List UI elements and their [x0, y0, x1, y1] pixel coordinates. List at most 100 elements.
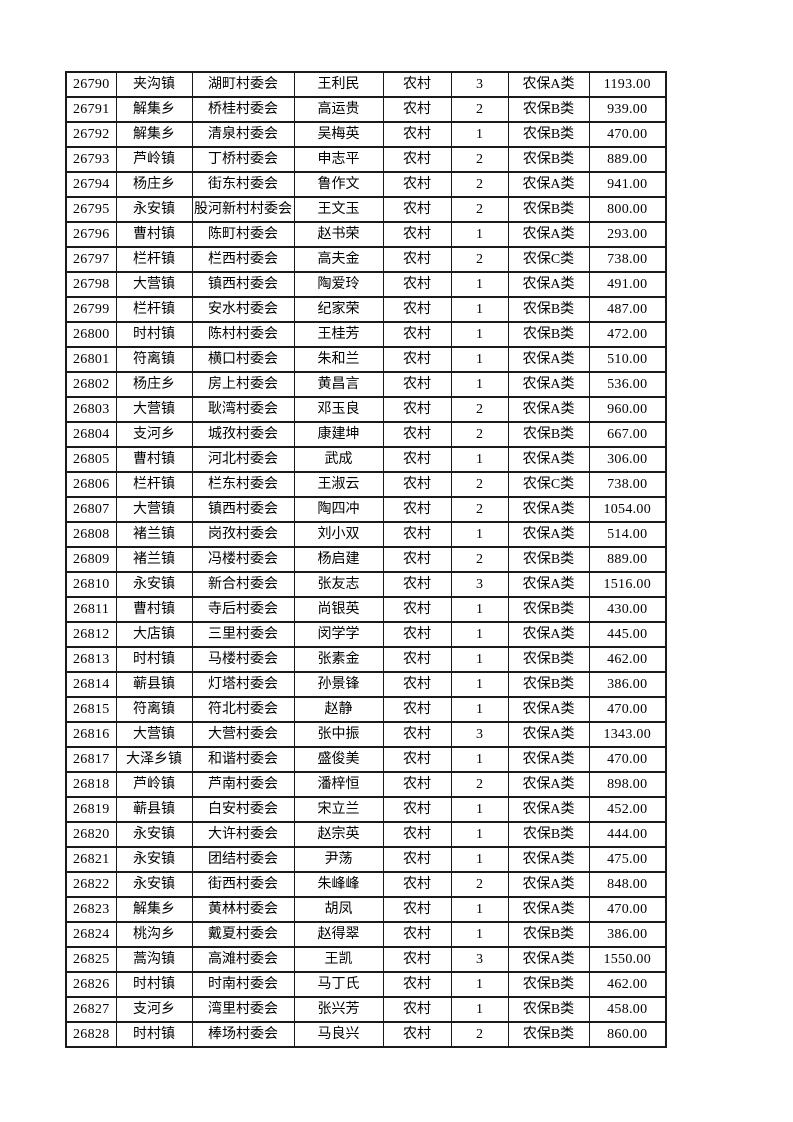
record-id-cell: 26801	[65, 346, 117, 373]
amount-cell: 470.00	[588, 746, 667, 773]
person-name-cell: 赵得翠	[293, 921, 384, 948]
household-count-cell: 2	[450, 246, 509, 273]
residence-type-cell: 农村	[382, 696, 452, 723]
table-row: 26803 大营镇 耿湾村委会 邓玉良 农村 2 农保A类 960.00	[65, 396, 667, 423]
amount-cell: 293.00	[588, 221, 667, 248]
insurance-category-cell: 农保A类	[507, 371, 590, 398]
amount-cell: 470.00	[588, 696, 667, 723]
household-count-cell: 1	[450, 521, 509, 548]
table-row: 26810 永安镇 新合村委会 张友志 农村 3 农保A类 1516.00	[65, 571, 667, 598]
insurance-category-cell: 农保B类	[507, 821, 590, 848]
insurance-category-cell: 农保A类	[507, 571, 590, 598]
household-count-cell: 1	[450, 921, 509, 948]
amount-cell: 386.00	[588, 671, 667, 698]
residence-type-cell: 农村	[382, 171, 452, 198]
amount-cell: 458.00	[588, 996, 667, 1023]
village-committee-cell: 陈町村委会	[191, 221, 295, 248]
record-id-cell: 26809	[65, 546, 117, 573]
table-row: 26823 解集乡 黄林村委会 胡凤 农村 1 农保A类 470.00	[65, 896, 667, 923]
village-committee-cell: 耿湾村委会	[191, 396, 295, 423]
insurance-category-cell: 农保B类	[507, 596, 590, 623]
insurance-category-cell: 农保A类	[507, 721, 590, 748]
record-id-cell: 26813	[65, 646, 117, 673]
table-row: 26798 大营镇 镇西村委会 陶爱玲 农村 1 农保A类 491.00	[65, 271, 667, 298]
village-committee-cell: 符北村委会	[191, 696, 295, 723]
record-id-cell: 26810	[65, 571, 117, 598]
insurance-category-cell: 农保B类	[507, 996, 590, 1023]
person-name-cell: 王文玉	[293, 196, 384, 223]
town-cell: 曹村镇	[115, 596, 193, 623]
table-row: 26806 栏杆镇 栏东村委会 王淑云 农村 2 农保C类 738.00	[65, 471, 667, 498]
village-committee-cell: 棒场村委会	[191, 1021, 295, 1048]
residence-type-cell: 农村	[382, 121, 452, 148]
person-name-cell: 潘梓恒	[293, 771, 384, 798]
residence-type-cell: 农村	[382, 871, 452, 898]
household-count-cell: 2	[450, 546, 509, 573]
record-id-cell: 26794	[65, 171, 117, 198]
residence-type-cell: 农村	[382, 221, 452, 248]
amount-cell: 462.00	[588, 646, 667, 673]
household-count-cell: 2	[450, 171, 509, 198]
village-committee-cell: 河北村委会	[191, 446, 295, 473]
record-id-cell: 26819	[65, 796, 117, 823]
village-committee-cell: 湾里村委会	[191, 996, 295, 1023]
amount-cell: 738.00	[588, 246, 667, 273]
table-row: 26828 时村镇 棒场村委会 马良兴 农村 2 农保B类 860.00	[65, 1021, 667, 1048]
residence-type-cell: 农村	[382, 521, 452, 548]
record-id-cell: 26814	[65, 671, 117, 698]
insurance-category-cell: 农保B类	[507, 546, 590, 573]
person-name-cell: 刘小双	[293, 521, 384, 548]
amount-cell: 960.00	[588, 396, 667, 423]
insurance-category-cell: 农保A类	[507, 71, 590, 98]
record-id-cell: 26818	[65, 771, 117, 798]
town-cell: 永安镇	[115, 846, 193, 873]
village-committee-cell: 城孜村委会	[191, 421, 295, 448]
insurance-category-cell: 农保A类	[507, 221, 590, 248]
town-cell: 大营镇	[115, 271, 193, 298]
residence-type-cell: 农村	[382, 946, 452, 973]
person-name-cell: 尹荡	[293, 846, 384, 873]
residence-type-cell: 农村	[382, 496, 452, 523]
person-name-cell: 赵书荣	[293, 221, 384, 248]
household-count-cell: 1	[450, 696, 509, 723]
residence-type-cell: 农村	[382, 921, 452, 948]
amount-cell: 514.00	[588, 521, 667, 548]
town-cell: 大泽乡镇	[115, 746, 193, 773]
insurance-category-cell: 农保A类	[507, 171, 590, 198]
residence-type-cell: 农村	[382, 246, 452, 273]
residence-type-cell: 农村	[382, 271, 452, 298]
table-row: 26792 解集乡 清泉村委会 吴梅英 农村 1 农保B类 470.00	[65, 121, 667, 148]
table-row: 26817 大泽乡镇 和谐村委会 盛俊美 农村 1 农保A类 470.00	[65, 746, 667, 773]
household-count-cell: 1	[450, 996, 509, 1023]
village-committee-cell: 三里村委会	[191, 621, 295, 648]
record-id-cell: 26804	[65, 421, 117, 448]
table-row: 26826 时村镇 时南村委会 马丁氏 农村 1 农保B类 462.00	[65, 971, 667, 998]
insurance-category-cell: 农保A类	[507, 746, 590, 773]
person-name-cell: 申志平	[293, 146, 384, 173]
town-cell: 永安镇	[115, 821, 193, 848]
village-committee-cell: 新合村委会	[191, 571, 295, 598]
insurance-category-cell: 农保B类	[507, 646, 590, 673]
household-count-cell: 1	[450, 596, 509, 623]
residence-type-cell: 农村	[382, 1021, 452, 1048]
insurance-category-cell: 农保A类	[507, 496, 590, 523]
household-count-cell: 1	[450, 221, 509, 248]
amount-cell: 1343.00	[588, 721, 667, 748]
household-count-cell: 1	[450, 646, 509, 673]
town-cell: 褚兰镇	[115, 546, 193, 573]
residence-type-cell: 农村	[382, 571, 452, 598]
person-name-cell: 赵静	[293, 696, 384, 723]
village-committee-cell: 和谐村委会	[191, 746, 295, 773]
town-cell: 大营镇	[115, 496, 193, 523]
village-committee-cell: 镇西村委会	[191, 496, 295, 523]
town-cell: 杨庄乡	[115, 171, 193, 198]
table-row: 26793 芦岭镇 丁桥村委会 申志平 农村 2 农保B类 889.00	[65, 146, 667, 173]
town-cell: 大营镇	[115, 721, 193, 748]
record-id-cell: 26803	[65, 396, 117, 423]
town-cell: 时村镇	[115, 321, 193, 348]
record-id-cell: 26825	[65, 946, 117, 973]
insurance-category-cell: 农保B类	[507, 671, 590, 698]
amount-cell: 939.00	[588, 96, 667, 123]
household-count-cell: 1	[450, 746, 509, 773]
amount-cell: 536.00	[588, 371, 667, 398]
